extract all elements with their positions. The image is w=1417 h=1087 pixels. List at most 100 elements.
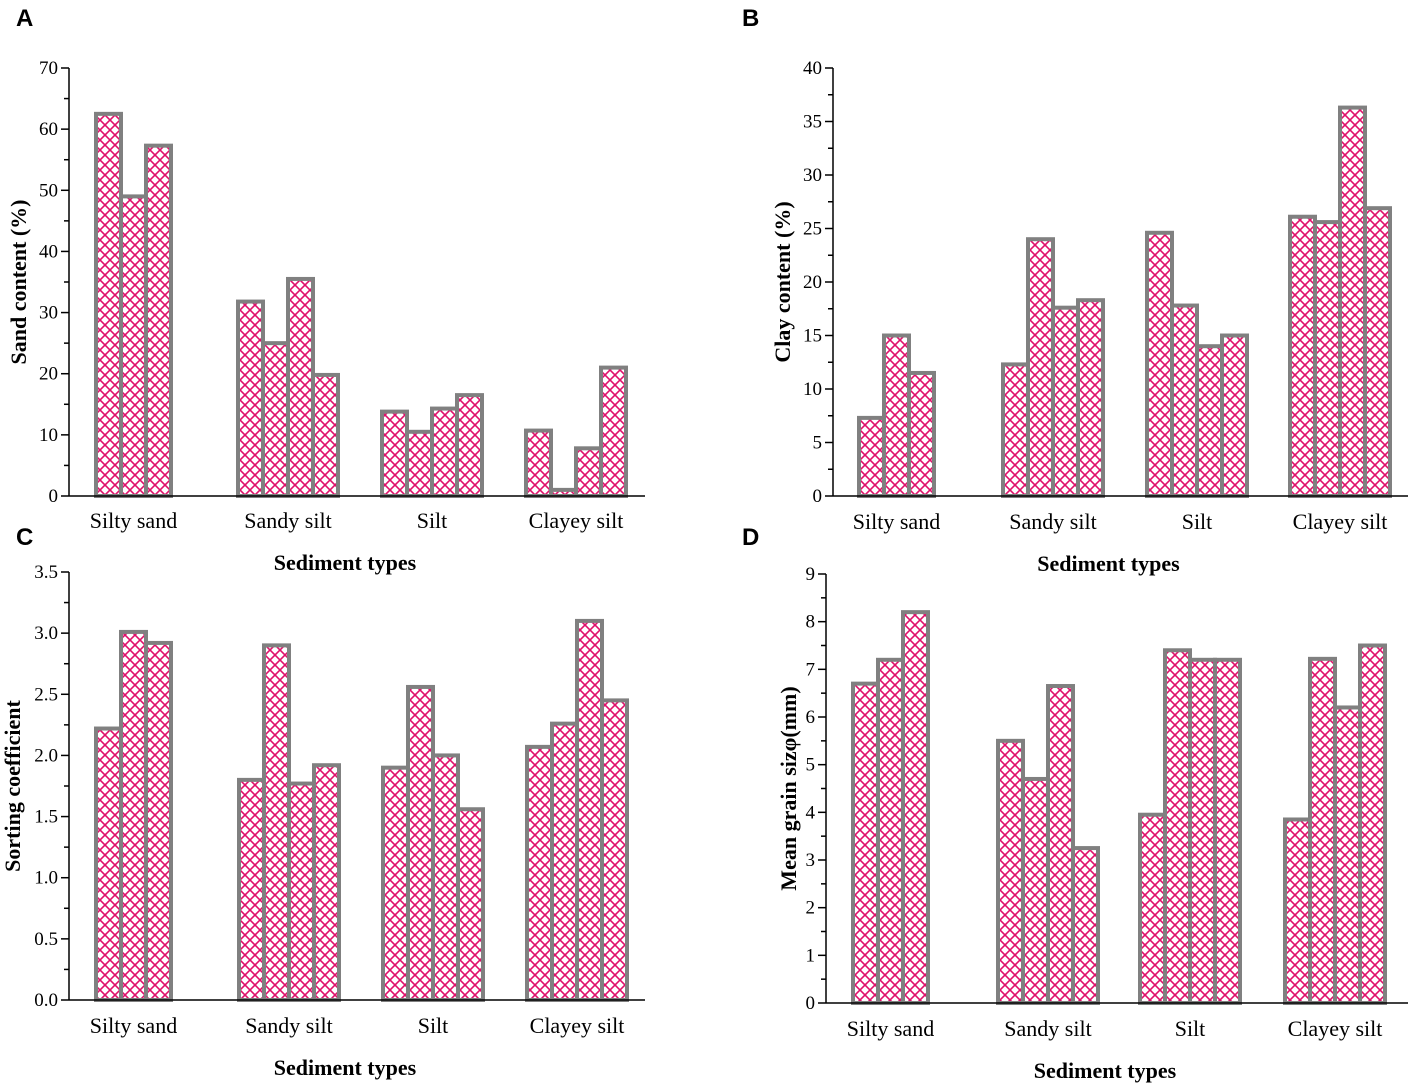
- bar: [312, 763, 341, 1002]
- y-tick-label: 4: [806, 802, 816, 823]
- x-category-label: Silt: [1182, 509, 1213, 534]
- bar: [1145, 230, 1174, 498]
- y-tick-label: 1.5: [34, 807, 58, 828]
- y-tick-label: 10: [803, 379, 822, 400]
- bar: [574, 446, 603, 498]
- panel-letter: C: [16, 524, 33, 551]
- x-category-label: Clayey silt: [530, 1013, 625, 1038]
- y-tick-label: 0: [813, 486, 823, 507]
- bar: [311, 372, 340, 498]
- x-category-label: Silty sand: [90, 1013, 177, 1038]
- x-category-label: Silt: [1175, 1016, 1206, 1041]
- y-tick-label: 0: [49, 486, 59, 507]
- y-tick-label: 40: [39, 241, 58, 262]
- bar: [550, 721, 579, 1002]
- bar: [1333, 705, 1362, 1005]
- y-tick-label: 5: [806, 755, 816, 776]
- y-tick-label: 3.5: [34, 562, 58, 583]
- chart-panel-b: B 0 5 10 15 20 25 30 35 40 Silty sand Sandy silt Sil…: [742, 5, 1408, 576]
- bar: [144, 640, 173, 1002]
- bar: [1071, 846, 1100, 1005]
- y-axis-title: Sorting coefficient: [0, 699, 25, 871]
- panel-letter: D: [742, 524, 759, 551]
- y-tick-label: 2.0: [34, 745, 58, 766]
- y-tick-label: 6: [806, 707, 816, 728]
- bar: [1076, 298, 1105, 498]
- x-axis-title: Sediment types: [1034, 1058, 1177, 1083]
- y-tick-label: 30: [39, 303, 58, 324]
- bar: [1363, 206, 1392, 498]
- y-tick-label: 70: [39, 58, 58, 79]
- bar: [851, 681, 880, 1006]
- y-axis-title: Sand content (%): [6, 199, 31, 364]
- x-category-label: Silty sand: [847, 1016, 934, 1041]
- y-tick-label: 25: [803, 219, 822, 240]
- x-axis-title: Sediment types: [274, 550, 417, 575]
- bar: [1170, 303, 1199, 499]
- y-tick-label: 7: [806, 659, 816, 680]
- bar: [119, 194, 148, 498]
- bar: [599, 365, 628, 498]
- bar: [600, 698, 629, 1003]
- y-axis-title: Mean grain sizφ(mm): [776, 686, 801, 890]
- y-tick-label: 3: [806, 850, 816, 871]
- y-tick-label: 60: [39, 119, 58, 140]
- bar: [907, 370, 936, 499]
- x-category-label: Sandy silt: [1009, 509, 1096, 534]
- bar: [261, 341, 290, 498]
- bar: [405, 429, 434, 498]
- y-tick-label: 1: [806, 945, 816, 966]
- x-category-label: Silt: [417, 508, 448, 533]
- panel-letter: B: [742, 5, 759, 32]
- y-tick-label: 20: [803, 272, 822, 293]
- bar: [144, 143, 173, 498]
- bar: [262, 643, 291, 1002]
- x-category-label: Sandy silt: [1004, 1016, 1091, 1041]
- bar: [1308, 656, 1337, 1005]
- bar: [94, 111, 123, 498]
- bar: [455, 393, 484, 498]
- chart-panel-c: C 0.0 0.5 1.0 1.5 2.0 2.5 3.0 3.5 Silty sand Sandy…: [0, 524, 645, 1080]
- x-category-label: Clayey silt: [1288, 1016, 1383, 1041]
- bar: [882, 333, 911, 498]
- bar: [1026, 237, 1055, 498]
- bar: [901, 610, 930, 1006]
- bar: [524, 428, 553, 499]
- x-axis-title: Sediment types: [274, 1055, 417, 1080]
- bar: [1188, 657, 1217, 1005]
- y-tick-label: 0.0: [34, 990, 58, 1011]
- bar: [286, 276, 315, 499]
- bar: [431, 753, 460, 1003]
- bar: [406, 684, 435, 1002]
- bar: [237, 777, 266, 1003]
- bar: [287, 781, 316, 1002]
- chart-panel-d: D 0 1 2 3 4 5 6 7 8 9 Silty sand Sandy silt Silt Claye…: [742, 524, 1408, 1083]
- y-tick-label: 5: [813, 433, 823, 454]
- y-tick-label: 50: [39, 180, 58, 201]
- bar: [1358, 643, 1387, 1005]
- bar: [1001, 362, 1030, 499]
- bar: [575, 618, 604, 1003]
- y-tick-label: 0: [806, 993, 816, 1014]
- bar: [1283, 817, 1312, 1005]
- y-tick-label: 2.5: [34, 684, 58, 705]
- bar: [1163, 648, 1192, 1005]
- x-category-label: Silty sand: [90, 508, 177, 533]
- bar: [236, 299, 265, 498]
- bar: [1051, 305, 1080, 498]
- bar: [857, 415, 886, 499]
- bar: [1313, 220, 1342, 499]
- panel-letter: A: [16, 5, 33, 32]
- y-tick-label: 9: [806, 564, 816, 585]
- bar: [381, 765, 410, 1003]
- y-tick-label: 15: [803, 326, 822, 347]
- bar: [1195, 344, 1224, 499]
- bar: [1220, 333, 1249, 498]
- bar: [1213, 657, 1242, 1005]
- y-tick-label: 3.0: [34, 623, 58, 644]
- chart-panel-a: A 0 10 20 30 40 50 60 70 Silty sand Sandy silt Silt…: [6, 5, 645, 575]
- bar: [430, 406, 459, 498]
- bar: [996, 738, 1025, 1005]
- y-tick-label: 10: [39, 425, 58, 446]
